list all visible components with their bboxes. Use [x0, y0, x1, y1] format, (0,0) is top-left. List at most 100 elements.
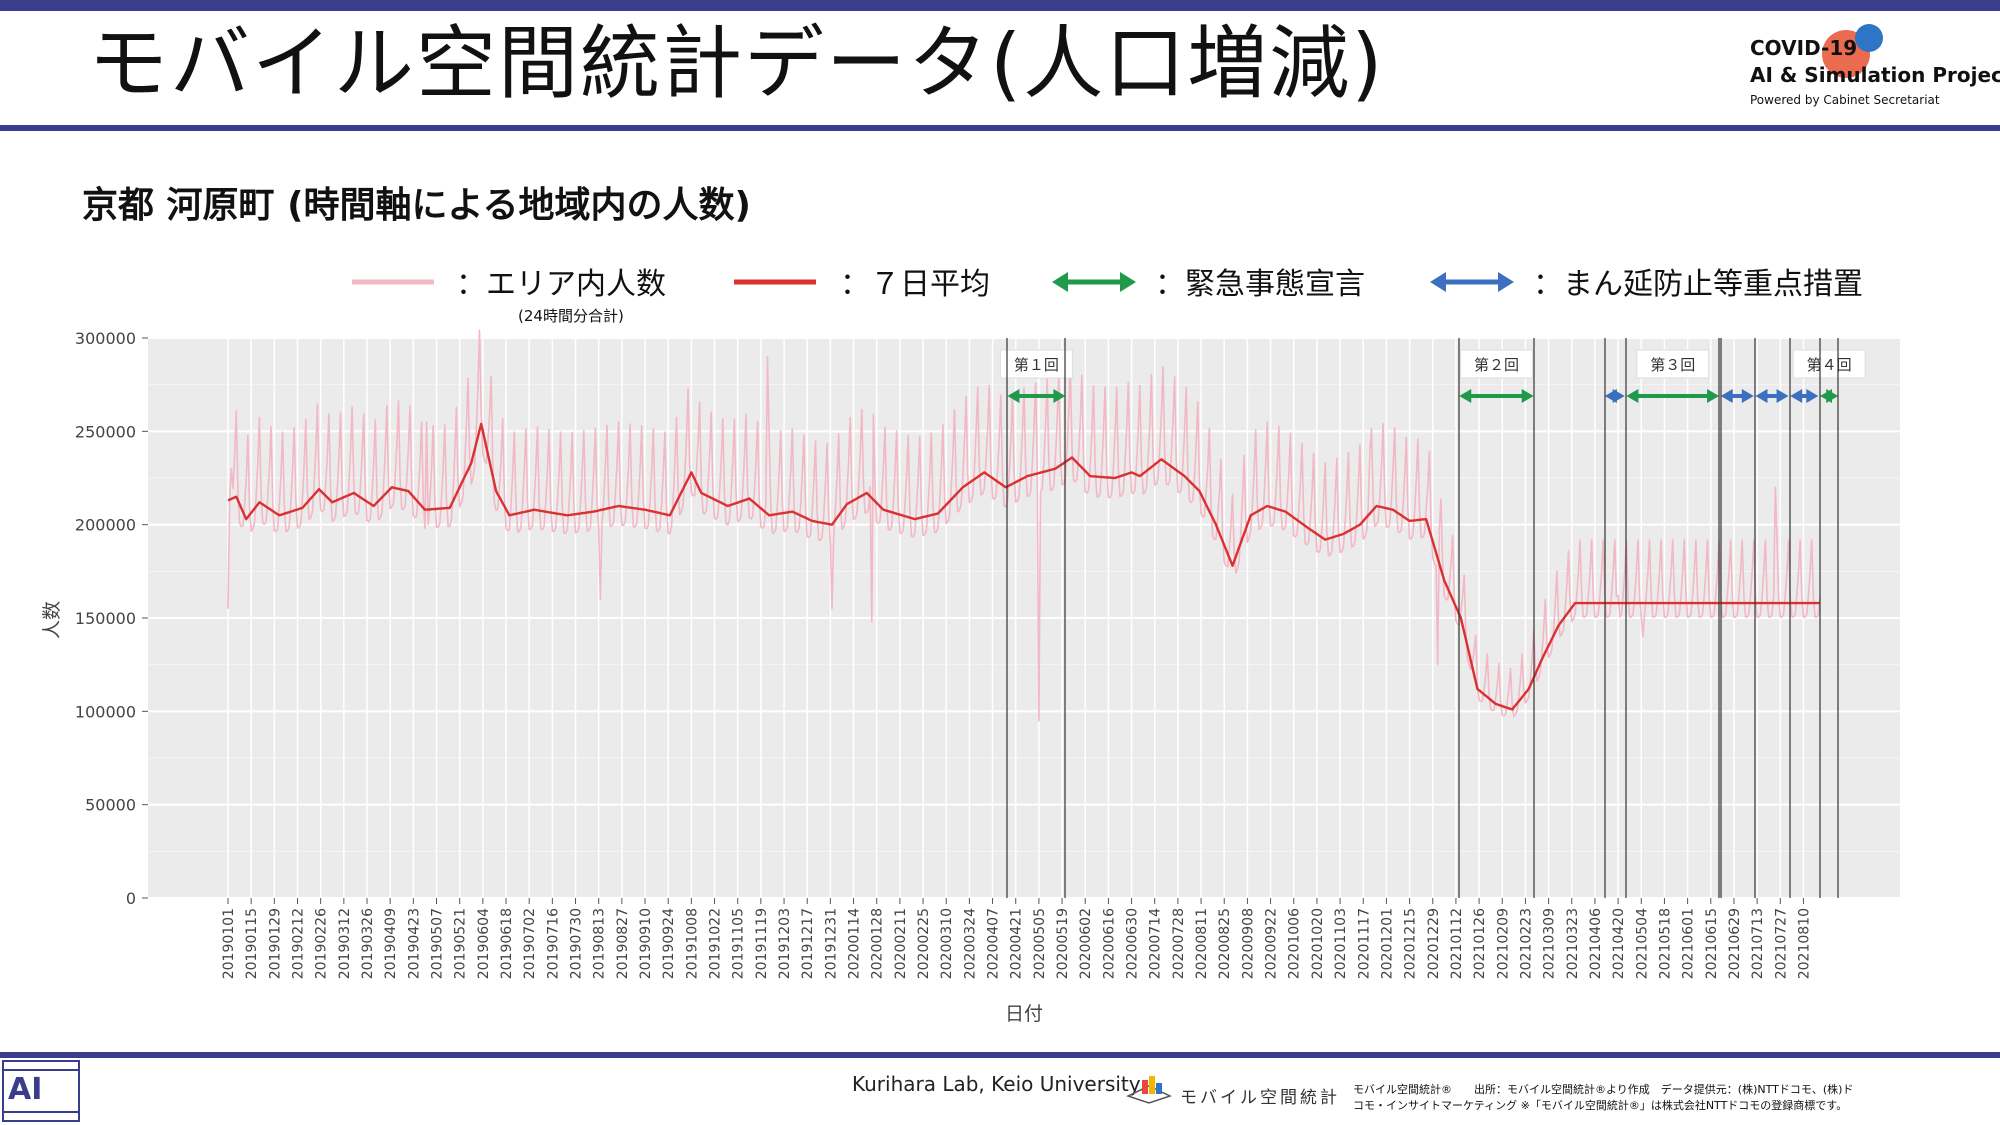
priority-period-arrow	[1790, 389, 1819, 403]
x-tick-label: 20190604	[476, 908, 492, 979]
project-logo-blue-circle	[1855, 24, 1883, 52]
legend-label-avg: ：７日平均	[840, 267, 990, 302]
x-tick-label: 20210309	[1542, 908, 1558, 979]
x-tick-label: 20201229	[1426, 908, 1442, 979]
emergency-period-arrow-head-right	[1707, 389, 1720, 403]
legend-sublabel-daily: (24時間分合計)	[518, 307, 624, 325]
priority-period-arrow-head-right	[1806, 389, 1819, 403]
y-axis: 0 50000 100000 150000 200000 250000 300000	[75, 329, 148, 908]
x-tick-label: 20200114	[847, 908, 863, 979]
x-tick-label: 20201201	[1379, 908, 1395, 979]
priority-period-arrow-head-right	[1741, 389, 1754, 403]
priority-period-arrow-head-left	[1790, 389, 1803, 403]
footer-brand-name: モバイル空間統計	[1180, 1088, 1340, 1108]
keio-ai-logo	[2, 1060, 80, 1122]
x-tick-label: 20210629	[1727, 908, 1743, 979]
x-tick-label: 20190910	[638, 908, 654, 979]
x-tick-label: 20191119	[754, 908, 770, 979]
x-tick-label: 20200225	[916, 908, 932, 979]
y-tick-label: 300000	[75, 329, 136, 348]
population-chart: ：エリア内人数 (24時間分合計) ：７日平均 ：緊急事態宣言 ：まん延防止等重…	[41, 267, 1900, 1025]
emergency-period-arrow	[1820, 389, 1839, 403]
x-tick-label: 20201103	[1333, 908, 1349, 979]
x-tick-label: 20190827	[615, 908, 631, 979]
x-axis-label: 日付	[1005, 1003, 1043, 1025]
x-tick-label: 20201215	[1403, 908, 1419, 979]
chart-heading: 京都 河原町 (時間軸による地域内の人数)	[82, 185, 751, 226]
x-tick-label: 20201117	[1356, 908, 1372, 979]
emergency-period-arrow-head-left	[1007, 389, 1020, 403]
emergency-period-label: 第２回	[1474, 356, 1519, 374]
x-tick-label: 20191008	[684, 908, 700, 979]
slide-title: モバイル空間統計データ(人口増減)	[88, 17, 1385, 110]
emergency-period-label-box	[999, 349, 1073, 379]
x-tick-label: 20210615	[1704, 908, 1720, 979]
x-tick-label: 20210112	[1449, 908, 1465, 979]
x-tick-label: 20200825	[1217, 908, 1233, 979]
legend-label-priority: ：まん延防止等重点措置	[1533, 267, 1863, 302]
x-tick-label: 20191105	[731, 908, 747, 979]
emergency-period-label-box	[1792, 349, 1866, 379]
x-tick-label: 20190618	[499, 908, 515, 979]
legend-swatch-emergency	[1052, 272, 1136, 292]
y-tick-label: 150000	[75, 609, 136, 628]
footer-credit-line2: コモ・インサイトマーケティング ※「モバイル空間統計®」は株式会社NTTドコモの…	[1353, 1099, 1848, 1112]
chart-legend: ：エリア内人数 (24時間分合計) ：７日平均 ：緊急事態宣言 ：まん延防止等重…	[352, 267, 1863, 325]
x-tick-label: 20210810	[1796, 908, 1812, 979]
y-tick-label: 100000	[75, 702, 136, 721]
emergency-period-label: 第３回	[1650, 356, 1695, 374]
emergency-period-label: 第１回	[1014, 356, 1059, 374]
x-tick-label: 20210504	[1634, 908, 1650, 979]
priority-period-arrow-head-left	[1755, 389, 1768, 403]
seven-day-average-line	[227, 422, 1820, 711]
footer-lab-name: Kurihara Lab, Keio University	[852, 1072, 1141, 1096]
x-tick-label: 20200324	[962, 908, 978, 979]
emergency-period-label: 第４回	[1807, 356, 1852, 374]
grid-lines	[148, 337, 1900, 899]
x-tick-label: 20190730	[569, 908, 585, 979]
x-tick-label: 20190716	[545, 908, 561, 979]
x-tick-label: 20210727	[1773, 908, 1789, 979]
x-tick-label: 20191203	[777, 908, 793, 979]
y-tick-label: 250000	[75, 422, 136, 441]
x-tick-label: 20200519	[1055, 908, 1071, 979]
x-tick-label: 20190702	[522, 908, 538, 979]
emergency-period-arrow-head-left	[1626, 389, 1639, 403]
emergency-period-label-box	[1636, 349, 1710, 379]
x-tick-label: 20190226	[314, 908, 330, 979]
x-tick-label: 20210323	[1565, 908, 1581, 979]
legend-swatch-priority	[1430, 272, 1514, 292]
emergency-period-arrow-head-right	[1053, 389, 1066, 403]
emergency-period-arrow-head-right	[1826, 389, 1839, 403]
x-tick-label: 20200922	[1264, 908, 1280, 979]
legend-label-daily: ：エリア内人数	[456, 267, 666, 302]
x-tick-label: 20190129	[267, 908, 283, 979]
x-tick-label: 20200407	[986, 908, 1002, 979]
emergency-period-arrow-head-right	[1521, 389, 1534, 403]
x-axis: 20190101 20190115 20190129 20190212 20190226…	[221, 898, 1812, 979]
x-tick-label: 20190813	[592, 908, 608, 979]
x-tick-label: 20200728	[1171, 908, 1187, 979]
y-axis-label: 人数	[41, 601, 63, 639]
x-tick-label: 20200211	[893, 908, 909, 979]
project-name-line2: AI & Simulation Project	[1750, 63, 2000, 87]
x-tick-label: 20210601	[1681, 908, 1697, 979]
emergency-period-arrow-head-left	[1459, 389, 1472, 403]
top-accent-bar	[0, 0, 2000, 11]
x-tick-label: 20210126	[1472, 908, 1488, 979]
project-name-line1: COVID-19	[1750, 36, 1858, 60]
x-tick-label: 20190924	[661, 908, 677, 979]
priority-period-arrow-head-right	[1776, 389, 1789, 403]
y-tick-label: 0	[126, 889, 136, 908]
x-tick-label: 20210406	[1588, 908, 1604, 979]
x-tick-label: 20191217	[800, 908, 816, 979]
x-tick-label: 20210713	[1750, 908, 1766, 979]
x-tick-label: 20190423	[406, 908, 422, 979]
priority-period-arrow-head-right	[1612, 389, 1625, 403]
legend-label-emergency: ：緊急事態宣言	[1155, 267, 1365, 302]
x-tick-label: 20210518	[1657, 908, 1673, 979]
x-tick-label: 20200630	[1125, 908, 1141, 979]
x-tick-label: 20190507	[430, 908, 446, 979]
x-tick-label: 20190312	[337, 908, 353, 979]
x-tick-label: 20201006	[1287, 908, 1303, 979]
